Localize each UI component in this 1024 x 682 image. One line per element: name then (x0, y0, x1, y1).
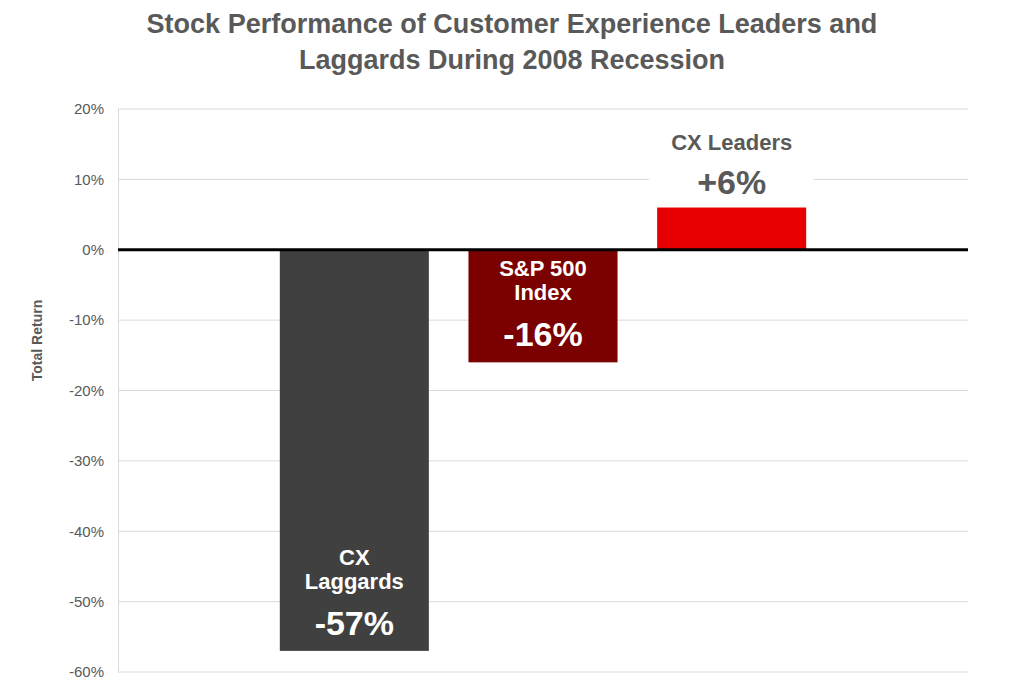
tick: -10% (69, 311, 118, 328)
tick-label: -10% (69, 311, 104, 328)
title: Stock Performance of Customer Experience… (147, 9, 878, 75)
data-label: S&P 500Index -16% (499, 256, 587, 353)
zero-line-group (118, 249, 968, 250)
bar (280, 250, 429, 651)
text-line: Index (514, 280, 572, 305)
grid-line (118, 179, 968, 180)
tick: -50% (69, 593, 118, 610)
category-label: S&P 500Index (499, 256, 587, 305)
tick: 10% (74, 171, 118, 188)
value-label: +6% (697, 163, 766, 201)
text-line: Laggards During 2008 Recession (299, 45, 725, 75)
text-line: Stock Performance of Customer Experience… (147, 9, 878, 39)
text-line: S&P 500 (499, 256, 587, 281)
y-axis-title: Total Return (29, 300, 45, 381)
tick-label: -50% (69, 593, 104, 610)
data-labels: CXLaggards -57% S&P 500Index -16% CX Leaders… (305, 122, 814, 642)
tick-label: 20% (74, 100, 104, 117)
value-label: -16% (503, 315, 582, 353)
tick: 20% (74, 100, 118, 117)
label-box (649, 122, 814, 207)
bar (468, 250, 617, 363)
data-label: CXLaggards -57% (305, 545, 404, 642)
text-line: CX (339, 545, 370, 570)
grid-line (118, 109, 968, 110)
tick: -20% (69, 382, 118, 399)
y-axis: -60% -50% -40% -30% -20% -10% 0% 10% 20% (69, 100, 119, 680)
axis-line (118, 110, 119, 673)
tick-label: -30% (69, 452, 104, 469)
grid-line (118, 460, 968, 461)
category-label: CXLaggards (305, 545, 404, 594)
tick-label: 0% (82, 241, 104, 258)
grid (118, 109, 968, 672)
category-label: CX Leaders (671, 130, 792, 155)
data-label: CX Leaders +6% (649, 122, 814, 207)
grid-line (118, 531, 968, 532)
text-line: Laggards (305, 569, 404, 594)
value-label: -57% (315, 604, 394, 642)
bars (280, 208, 806, 651)
text-line: CX Leaders (671, 130, 792, 155)
tick: -40% (69, 523, 118, 540)
tick: 0% (82, 241, 118, 258)
tick-label: -40% (69, 523, 104, 540)
tick-label: -60% (69, 663, 104, 680)
tick: -30% (69, 452, 118, 469)
chart: Stock Performance of Customer Experience… (0, 0, 1024, 682)
tick-label: 10% (74, 171, 104, 188)
grid-line (118, 390, 968, 391)
zero-line (118, 248, 968, 251)
grid-line (118, 672, 968, 673)
tick: -60% (69, 663, 118, 680)
grid-line (118, 601, 968, 602)
tick-label: -20% (69, 382, 104, 399)
bar (657, 208, 806, 250)
